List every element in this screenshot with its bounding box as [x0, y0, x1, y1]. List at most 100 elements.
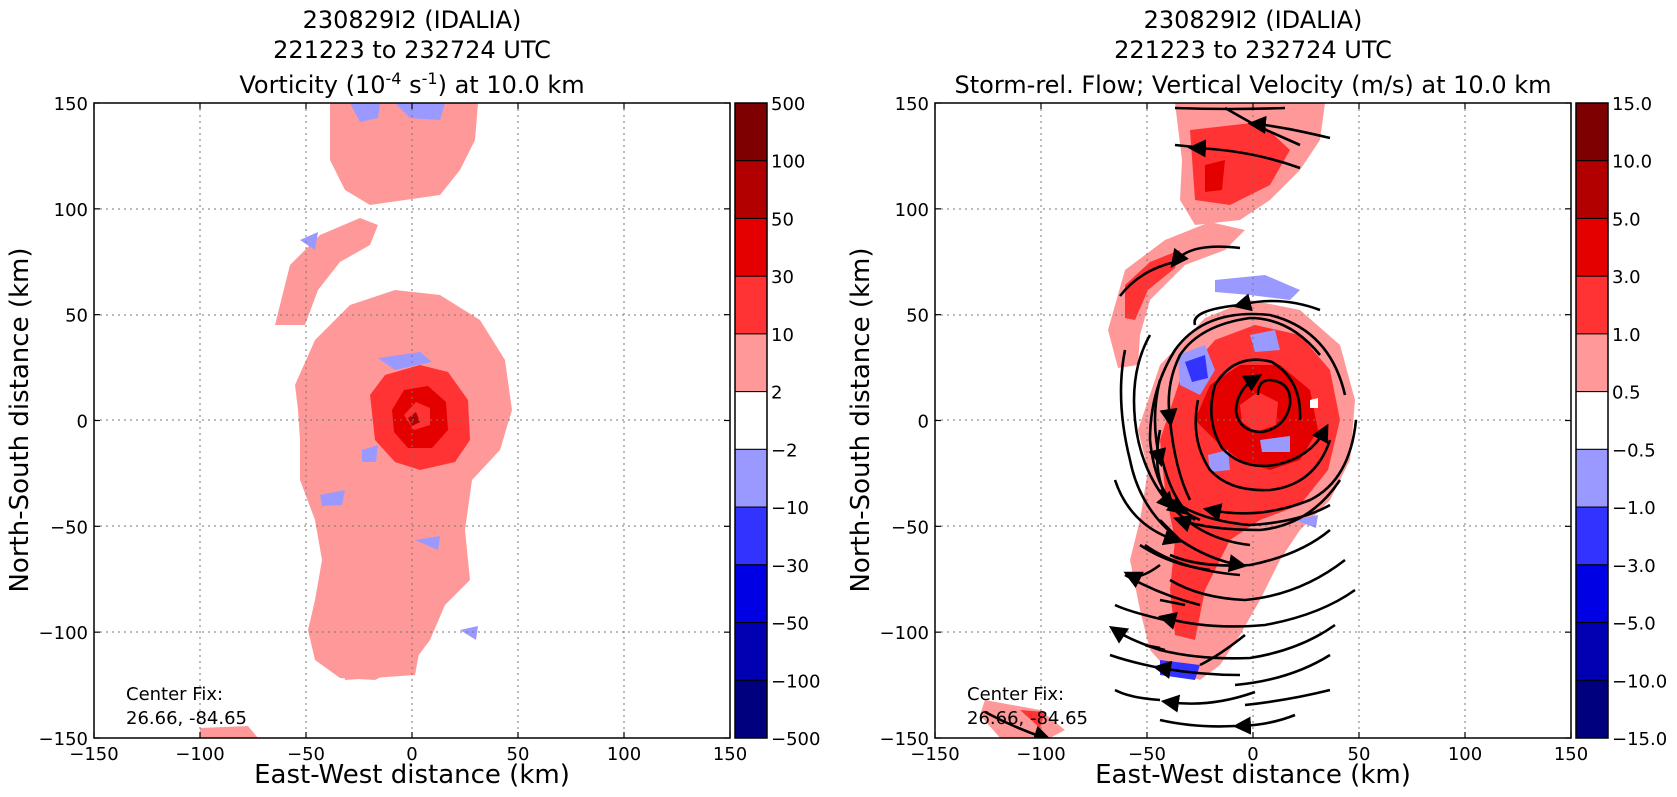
colorbar-level-label: −2 — [771, 440, 798, 461]
y-tick-label: −150 — [880, 729, 929, 750]
colorbar-swatch — [1575, 679, 1609, 739]
right-title-line1: 230829I2 (IDALIA) — [1144, 6, 1363, 34]
colorbar-swatch — [734, 333, 768, 393]
y-tick-label: −100 — [880, 623, 929, 644]
right-y-axis-label: North-South distance (km) — [846, 247, 876, 592]
left-title-sup1: -4 — [386, 69, 402, 88]
colorbar-level-label: −3.0 — [1612, 556, 1656, 577]
left-title-line3-pre: Vorticity (10 — [239, 71, 385, 99]
colorbar-swatch — [1575, 622, 1609, 681]
x-tick-label: −150 — [910, 744, 959, 765]
colorbar-level-label: −1.0 — [1612, 498, 1656, 519]
colorbar-swatch — [1575, 275, 1609, 335]
colorbar-swatch — [1575, 564, 1609, 624]
x-tick-label: 100 — [607, 744, 641, 765]
right-xticks: −150 −100 −50 0 50 100 150 — [910, 103, 1588, 765]
colorbar-swatch — [1575, 217, 1609, 277]
x-tick-label: −100 — [1016, 744, 1065, 765]
colorbar-level-label: 15.0 — [1612, 94, 1652, 115]
left-center-fix-label: Center Fix: — [126, 684, 223, 705]
y-tick-label: 50 — [65, 306, 88, 327]
left-title-line3: Vorticity (10-4 s-1) at 10.0 km — [239, 69, 584, 99]
colorbar-level-label: 100 — [771, 152, 805, 173]
colorbar-level-label: 3.0 — [1612, 267, 1641, 288]
colorbar-level-label: 5.0 — [1612, 209, 1641, 230]
x-tick-label: 150 — [713, 744, 747, 765]
y-tick-label: −150 — [39, 729, 88, 750]
left-title-line2: 221223 to 232724 UTC — [273, 36, 551, 64]
colorbar-swatch — [734, 102, 768, 162]
x-tick-label: 50 — [507, 744, 530, 765]
vertical-velocity-panel: 230829I2 (IDALIA) 221223 to 232724 UTC S… — [846, 6, 1667, 790]
left-x-axis-label: East-West distance (km) — [254, 760, 570, 790]
colorbar-level-label: 2 — [771, 383, 782, 404]
right-yticks: 150 100 50 0 −50 −100 −150 — [880, 94, 1571, 750]
right-title-line3: Storm-rel. Flow; Vertical Velocity (m/s)… — [955, 71, 1552, 99]
right-colorbar: 15.0 10.0 5.0 3.0 1.0 0.5 −0.5 −1.0 −3.0 −5.0 −10.… — [1575, 94, 1667, 750]
colorbar-level-label: −10 — [771, 498, 809, 519]
colorbar-level-label: 1.0 — [1612, 325, 1641, 346]
colorbar-swatch — [1575, 333, 1609, 393]
left-center-fix-value: 26.66, -84.65 — [126, 708, 247, 729]
y-tick-label: −50 — [891, 517, 929, 538]
colorbar-level-label: −30 — [771, 556, 809, 577]
y-tick-label: 0 — [77, 412, 88, 433]
left-colorbar: 500 100 50 30 10 2 −2 −10 −30 −50 −100 −500 — [734, 94, 820, 750]
colorbar-level-label: −10.0 — [1612, 671, 1667, 692]
y-tick-label: 100 — [895, 200, 929, 221]
left-title-line3-mid: s — [401, 71, 421, 99]
right-center-fix-label: Center Fix: — [967, 684, 1064, 705]
x-tick-label: 150 — [1554, 744, 1588, 765]
colorbar-swatch — [734, 275, 768, 335]
y-tick-label: −50 — [50, 517, 88, 538]
colorbar-level-label: −100 — [771, 671, 820, 692]
right-title-line2: 221223 to 232724 UTC — [1114, 36, 1392, 64]
x-tick-label: 100 — [1448, 744, 1482, 765]
x-tick-label: 0 — [1247, 744, 1258, 765]
left-xticks: −150 −100 −50 0 50 100 150 — [69, 103, 747, 765]
y-tick-label: 100 — [54, 200, 88, 221]
colorbar-swatch — [734, 506, 768, 566]
colorbar-swatch — [1575, 160, 1609, 219]
colorbar-swatch — [734, 217, 768, 277]
streamlines — [984, 106, 1358, 738]
colorbar-swatch — [734, 448, 768, 508]
x-tick-label: −100 — [175, 744, 224, 765]
colorbar-level-label: 30 — [771, 267, 794, 288]
colorbar-level-label: −15.0 — [1612, 729, 1667, 750]
left-title-sup2: -1 — [422, 69, 438, 88]
left-title-line1: 230829I2 (IDALIA) — [303, 6, 522, 34]
left-y-axis-label: North-South distance (km) — [5, 247, 35, 592]
colorbar-swatch — [734, 160, 768, 219]
colorbar-level-label: 50 — [771, 209, 794, 230]
colorbar-swatch — [1575, 448, 1609, 508]
colorbar-swatch — [734, 622, 768, 681]
colorbar-swatch — [734, 679, 768, 739]
y-tick-label: −100 — [39, 623, 88, 644]
right-center-fix-value: 26.66, -84.65 — [967, 708, 1088, 729]
colorbar-swatch — [1575, 506, 1609, 566]
right-x-axis-label: East-West distance (km) — [1095, 760, 1411, 790]
colorbar-swatch — [1575, 102, 1609, 162]
y-tick-label: 0 — [918, 412, 929, 433]
colorbar-swatch — [1575, 391, 1609, 450]
x-tick-label: 50 — [1348, 744, 1371, 765]
colorbar-level-label: −0.5 — [1612, 440, 1656, 461]
y-tick-label: 150 — [54, 94, 88, 115]
colorbar-level-label: 10.0 — [1612, 152, 1652, 173]
x-tick-label: −50 — [287, 744, 325, 765]
left-grid — [94, 103, 730, 738]
left-yticks: 150 100 50 0 −50 −100 −150 — [39, 94, 730, 750]
x-tick-label: 0 — [406, 744, 417, 765]
y-tick-label: 150 — [895, 94, 929, 115]
colorbar-level-label: 500 — [771, 94, 805, 115]
x-tick-label: −150 — [69, 744, 118, 765]
colorbar-level-label: 0.5 — [1612, 383, 1641, 404]
colorbar-swatch — [734, 564, 768, 624]
x-tick-label: −50 — [1128, 744, 1166, 765]
colorbar-level-label: −500 — [771, 729, 820, 750]
colorbar-level-label: −50 — [771, 614, 809, 635]
colorbar-swatch — [734, 391, 768, 450]
colorbar-level-label: −5.0 — [1612, 614, 1656, 635]
